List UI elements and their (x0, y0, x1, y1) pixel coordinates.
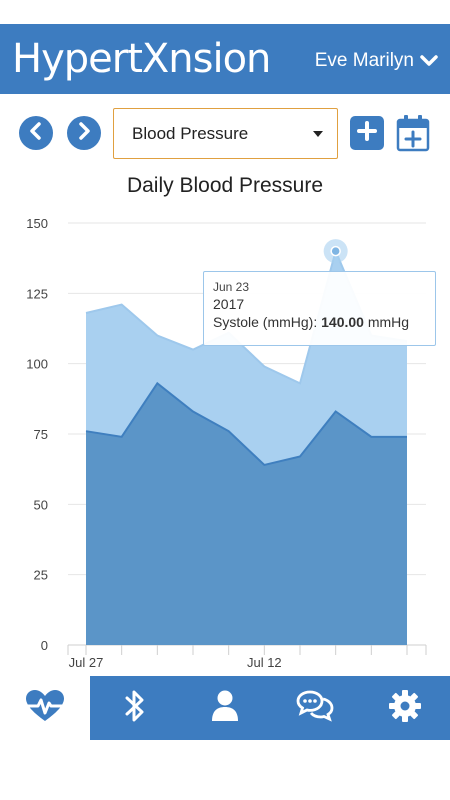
y-tick-label: 100 (26, 357, 48, 372)
chevron-right-icon (76, 121, 92, 145)
plus-icon (356, 120, 378, 147)
status-bar-area (0, 0, 450, 24)
blood-pressure-chart[interactable]: 0 25 50 75 100 125 150 Jul 27 Jul 12 (0, 200, 450, 680)
chart-areas (85, 248, 408, 645)
previous-button[interactable] (19, 116, 53, 150)
tooltip-date: Jun 23 (213, 280, 250, 294)
calendar-add-button[interactable] (396, 114, 430, 152)
tooltip-value-line: Systole (mmHg): 140.00 mmHg (213, 314, 426, 330)
x-tick-label: Jul 12 (247, 655, 282, 670)
chart-title: Daily Blood Pressure (126, 174, 324, 197)
caret-down-icon (313, 131, 323, 137)
y-tick-label: 125 (26, 286, 48, 301)
heart-pulse-icon (25, 689, 65, 728)
user-menu[interactable]: Eve Marilyn (315, 50, 438, 72)
y-axis-ticks: 0 25 50 75 100 125 150 (26, 216, 48, 653)
tab-profile[interactable] (180, 676, 270, 740)
chat-icon (296, 690, 334, 727)
user-icon (211, 690, 239, 727)
user-name: Eve Marilyn (314, 50, 414, 71)
tab-bluetooth[interactable] (90, 676, 180, 740)
bottom-tab-bar (0, 676, 450, 740)
chevron-down-icon (420, 55, 438, 67)
app-logo: HypertXnsion (12, 36, 271, 82)
tooltip-value: 140.00 (321, 314, 364, 330)
y-tick-label: 75 (34, 427, 48, 442)
chevron-left-icon (28, 121, 44, 145)
tooltip-label: Systole (mmHg): (213, 314, 322, 330)
y-tick-label: 150 (26, 216, 48, 231)
y-tick-label: 25 (34, 568, 48, 583)
chart-tooltip: Jun 23 2017 Systole (mmHg): 140.00 mmHg (203, 271, 436, 346)
area-series-diastole (86, 383, 407, 645)
x-tick-label: Jul 27 (69, 655, 104, 670)
bluetooth-icon (124, 689, 146, 728)
y-tick-label: 50 (34, 497, 48, 512)
highlight-point[interactable] (330, 245, 341, 257)
tab-blood-pressure[interactable] (0, 676, 90, 740)
tab-messages[interactable] (270, 676, 360, 740)
calendar-plus-icon (396, 115, 430, 156)
highlight-layer (323, 239, 348, 264)
tab-settings[interactable] (360, 676, 450, 740)
toolbar: Blood Pressure (0, 108, 450, 160)
y-tick-label: 0 (41, 638, 48, 653)
gear-icon (388, 689, 422, 728)
series-line-diastole (85, 381, 407, 467)
measurement-select[interactable]: Blood Pressure (113, 108, 338, 159)
tooltip-year: 2017 (213, 296, 245, 312)
x-axis-ticks: Jul 27 Jul 12 (69, 655, 282, 670)
add-measurement-button[interactable] (350, 116, 384, 150)
tooltip-unit: mmHg (363, 314, 410, 330)
next-button[interactable] (67, 116, 101, 150)
app-header: HypertXnsion Eve Marilyn (0, 24, 450, 94)
measurement-select-value: Blood Pressure (132, 123, 249, 143)
